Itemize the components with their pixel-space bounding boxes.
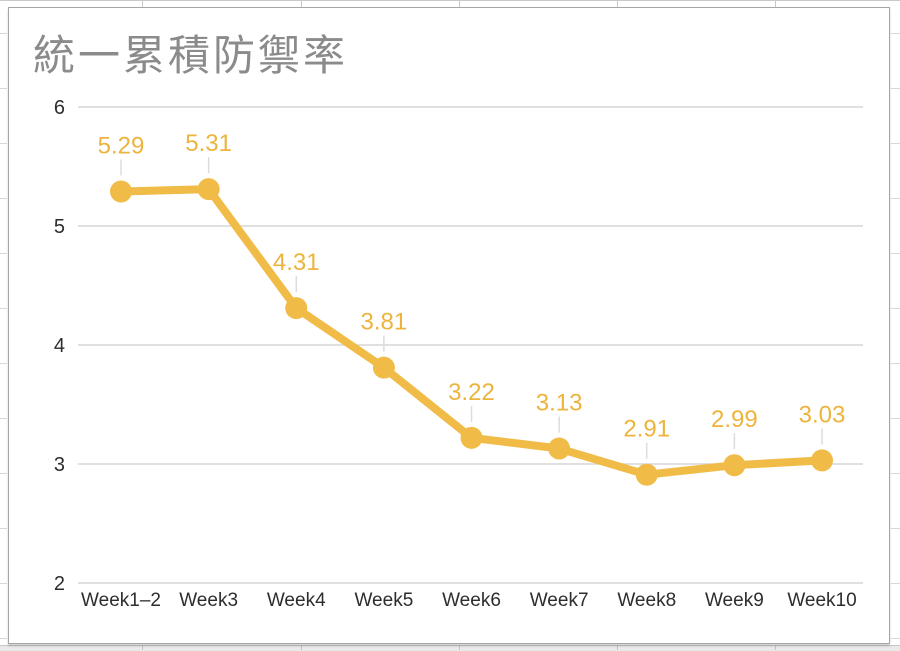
- data-point-4[interactable]: [372, 356, 395, 379]
- chart-title: 統一累積防禦率: [33, 32, 349, 79]
- x-tick-label-1: Week1–2: [81, 590, 161, 611]
- sheet-row-gridline: [0, 308, 7, 309]
- data-point-label-2: 5.31: [185, 130, 232, 157]
- sheet-row-gridline: [891, 33, 900, 34]
- sheet-row-gridline: [0, 33, 7, 34]
- sheet-row-gridline: [0, 143, 7, 144]
- y-tick-label-2: 2: [54, 573, 65, 595]
- x-tick-label-8: Week9: [705, 590, 764, 611]
- sheet-row-gridline: [891, 363, 900, 364]
- data-point-label-3: 4.31: [273, 249, 320, 276]
- chart-card[interactable]: 統一累積防禦率 6 5 4 3 2 Week1–2 Week3 Week4 Week5 Week6…: [8, 7, 890, 644]
- sheet-column-gridline: [775, 645, 776, 650]
- sheet-row-gridline: [0, 583, 7, 584]
- data-point-label-8: 2.99: [711, 406, 758, 433]
- data-point-label-6: 3.13: [536, 390, 583, 417]
- sheet-row-gridline: [891, 418, 900, 419]
- sheet-column-gridline: [301, 645, 302, 650]
- sheet-column-gridline: [301, 0, 302, 7]
- sheet-row-gridline: [891, 473, 900, 474]
- sheet-row-gridline: [0, 528, 7, 529]
- y-tick-label-6: 6: [54, 97, 65, 119]
- x-tick-label-9: Week10: [787, 590, 856, 611]
- sheet-column-gridline: [617, 0, 618, 7]
- data-point-5[interactable]: [460, 426, 483, 449]
- sheet-bottom-row: [0, 645, 900, 651]
- data-point-label-7: 2.91: [623, 416, 670, 443]
- x-tick-label-6: Week7: [530, 590, 589, 611]
- y-tick-label-3: 3: [54, 454, 65, 476]
- y-tick-label-5: 5: [54, 216, 65, 238]
- sheet-row-gridline: [0, 473, 7, 474]
- data-point-8[interactable]: [723, 454, 746, 477]
- data-point-6[interactable]: [548, 437, 571, 460]
- data-point-3[interactable]: [285, 297, 308, 320]
- sheet-column-gridline: [459, 0, 460, 7]
- sheet-row-gridline: [891, 308, 900, 309]
- sheet-column-gridline: [142, 0, 143, 7]
- sheet-row-gridline: [891, 638, 900, 639]
- data-point-7[interactable]: [635, 463, 658, 486]
- sheet-row-gridline: [0, 198, 7, 199]
- x-tick-label-2: Week3: [179, 590, 238, 611]
- x-tick-label-5: Week6: [442, 590, 501, 611]
- sheet-row-gridline: [891, 253, 900, 254]
- sheet-column-gridline: [617, 645, 618, 650]
- sheet-row-gridline: [891, 88, 900, 89]
- sheet-row-gridline: [0, 88, 7, 89]
- sheet-top-gridline: [0, 0, 900, 1]
- x-tick-label-7: Week8: [617, 590, 676, 611]
- x-tick-label-3: Week4: [267, 590, 326, 611]
- sheet-column-gridline: [775, 0, 776, 7]
- data-point-9[interactable]: [811, 449, 833, 472]
- data-point-label-4: 3.81: [361, 309, 408, 336]
- line-chart[interactable]: 6 5 4 3 2 Week1–2 Week3 Week4 Week5 Week6 Week7 Wee…: [9, 8, 889, 643]
- x-tick-label-4: Week5: [354, 590, 413, 611]
- sheet-row-gridline: [0, 638, 7, 639]
- y-tick-label-4: 4: [54, 335, 65, 357]
- sheet-row-gridline: [0, 363, 7, 364]
- data-point-label-9: 3.03: [799, 401, 846, 428]
- data-point-label-5: 3.22: [448, 379, 495, 406]
- sheet-row-gridline: [891, 583, 900, 584]
- sheet-row-gridline: [0, 253, 7, 254]
- data-point-1[interactable]: [110, 180, 132, 203]
- sheet-row-gridline: [891, 143, 900, 144]
- sheet-column-gridline: [142, 645, 143, 650]
- sheet-row-gridline: [891, 198, 900, 199]
- data-point-label-1: 5.29: [98, 132, 145, 159]
- sheet-row-gridline: [891, 528, 900, 529]
- sheet-column-gridline: [459, 645, 460, 650]
- sheet-row-gridline: [0, 418, 7, 419]
- data-point-2[interactable]: [197, 178, 220, 201]
